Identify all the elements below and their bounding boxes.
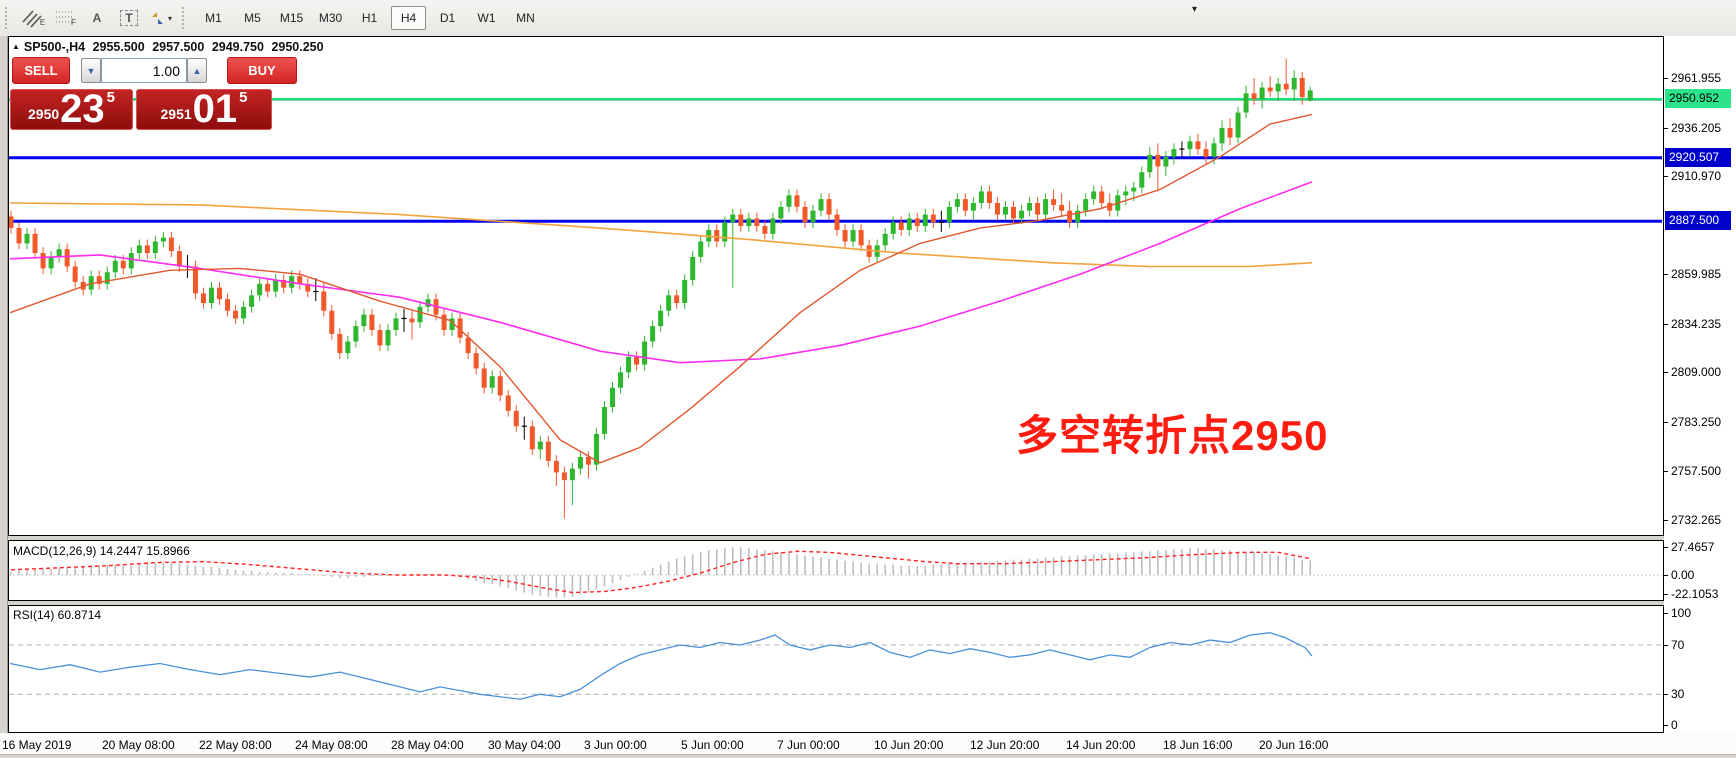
symbol-name: SP500-,H4 <box>23 40 86 54</box>
sell-price-prefix: 2950 <box>28 106 60 122</box>
volume-increase-button[interactable]: ▲ <box>187 58 207 83</box>
ohlc-low: 2949.750 <box>211 40 264 54</box>
macd-panel[interactable] <box>8 540 1664 601</box>
timeframe-button-m30[interactable]: M30 <box>318 11 343 25</box>
price-axis[interactable] <box>1664 36 1736 733</box>
timeframe-button-m15[interactable]: M15 <box>279 11 304 25</box>
timeframe-button-mn[interactable]: MN <box>516 11 535 25</box>
toolbar-overflow-icon[interactable]: ▾ <box>1192 4 1198 15</box>
timeframe-button-d1[interactable]: D1 <box>439 11 456 25</box>
volume-input[interactable] <box>101 58 187 83</box>
grid-tool-f-icon[interactable]: F <box>56 11 76 27</box>
timeframe-button-m1[interactable]: M1 <box>205 11 222 25</box>
volume-decrease-button[interactable]: ▼ <box>81 58 101 83</box>
drawing-tool-e-icon[interactable]: E <box>19 5 47 31</box>
ohlc-open: 2955.500 <box>92 40 145 54</box>
ohlc-high: 2957.500 <box>152 40 205 54</box>
timeframe-button-group: M1 M5 M15 M30 H1 H4 D1 W1 MN <box>194 6 545 30</box>
ohlc-close: 2950.250 <box>271 40 324 54</box>
rsi-canvas[interactable] <box>9 606 1663 732</box>
sell-button[interactable]: SELL <box>12 57 70 84</box>
main-chart-canvas[interactable] <box>9 37 1663 535</box>
timeframe-button-m5[interactable]: M5 <box>244 11 261 25</box>
time-axis[interactable] <box>0 733 1736 755</box>
one-click-trade-widget: SELL ▼ ▲ BUY 2950 23 5 2951 01 5 <box>10 56 300 132</box>
buy-price-prefix: 2951 <box>160 106 192 122</box>
macd-canvas[interactable] <box>9 541 1663 600</box>
symbol-header: ▲ SP500-,H4 2955.500 2957.500 2949.750 29… <box>12 40 328 54</box>
buy-button[interactable]: BUY <box>227 57 297 84</box>
buy-quote-panel[interactable]: 2951 01 5 <box>136 89 272 130</box>
main-chart-panel[interactable] <box>8 36 1664 536</box>
buy-price-big: 01 <box>192 87 238 132</box>
collapse-triangle-icon[interactable]: ▲ <box>12 42 20 51</box>
timeframe-button-w1[interactable]: W1 <box>477 11 496 25</box>
sell-price-big: 23 <box>60 87 105 132</box>
toolbar: E F A T ▾ M1 M5 M15 M30 H1 H4 D1 W1 MN ▾ <box>0 0 1736 37</box>
macd-label: MACD(12,26,9) 14.2447 15.8966 <box>13 544 190 558</box>
chart-annotation-text: 多空转折点2950 <box>1016 412 1329 459</box>
text-label-icon[interactable]: A <box>92 11 102 25</box>
arrange-arrows-icon[interactable]: ▾ <box>147 5 175 31</box>
rsi-label: RSI(14) 60.8714 <box>13 608 102 622</box>
sell-quote-panel[interactable]: 2950 23 5 <box>10 89 133 130</box>
timeframe-button-h4[interactable]: H4 <box>391 6 426 30</box>
toolbar-separator <box>182 7 189 29</box>
timeframe-button-h1[interactable]: H1 <box>361 11 378 25</box>
toolbar-grip[interactable] <box>5 7 12 29</box>
left-gutter <box>0 36 8 733</box>
rsi-panel[interactable] <box>8 605 1664 733</box>
sell-price-sup: 5 <box>106 89 115 106</box>
text-box-icon[interactable]: T <box>115 5 143 31</box>
buy-price-sup: 5 <box>239 89 248 106</box>
chevron-down-icon: ▾ <box>167 13 172 23</box>
